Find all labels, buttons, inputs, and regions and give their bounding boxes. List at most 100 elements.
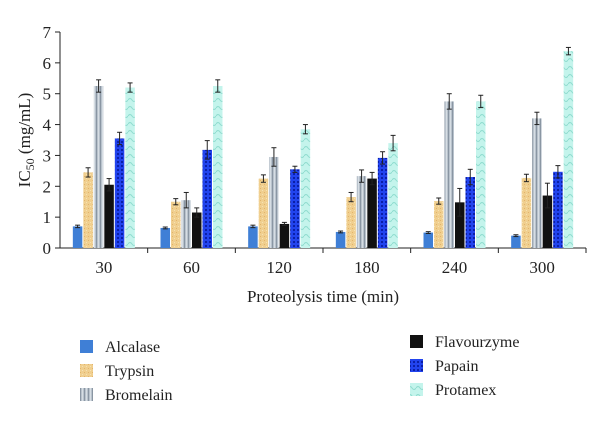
error-bar (250, 224, 256, 229)
bar-trypsin-180 (346, 197, 356, 248)
error-bar (204, 140, 210, 160)
legend-label: Flavourzyme (435, 334, 519, 351)
error-bar (338, 230, 344, 234)
legend-label: Alcalase (105, 339, 160, 356)
error-bar (348, 191, 354, 203)
error-bar (292, 165, 298, 173)
legend: Alcalase Trypsin Bromelain Flavourzyme Papai… (80, 334, 519, 404)
error-bar (457, 187, 463, 217)
error-bar (162, 226, 168, 230)
x-tick-label: 180 (354, 258, 380, 277)
error-bar (425, 231, 431, 234)
error-bar (260, 174, 266, 183)
error-bar (302, 124, 308, 135)
x-tick-label: 300 (529, 258, 555, 277)
error-bar (380, 151, 386, 165)
y-tick-label: 5 (43, 85, 52, 104)
bar-alcalase-240 (423, 232, 433, 248)
bar-alcalase-60 (160, 227, 170, 248)
error-bar (183, 191, 189, 209)
y-axis-title-main: IC (15, 170, 34, 187)
bar-bromelain-120 (269, 156, 279, 248)
error-bar (173, 198, 179, 206)
bar-papain-240 (465, 177, 475, 248)
legend-item-alcalase: Alcalase (80, 339, 160, 356)
bar-protamex-240 (476, 101, 486, 248)
y-tick-label: 6 (43, 54, 52, 73)
bar-flavourzyme-60 (192, 212, 202, 248)
bar-bromelain-240 (444, 101, 454, 248)
x-tick-label: 60 (183, 258, 200, 277)
error-bar (127, 82, 133, 93)
y-axis-title-unit: (mg/mL) (15, 93, 34, 159)
bar-papain-30 (114, 138, 125, 248)
bar-flavourzyme-300 (542, 195, 553, 248)
bar-bromelain-60 (181, 200, 191, 248)
bar-protamex-300 (563, 51, 574, 249)
error-bar (106, 178, 112, 192)
error-bar (555, 165, 561, 179)
bar-papain-60 (202, 149, 212, 248)
bar-protamex-120 (300, 129, 311, 248)
legend-swatch (410, 383, 423, 396)
bar-bromelain-300 (532, 118, 542, 249)
legend-item-trypsin: Trypsin (80, 363, 154, 380)
bar-trypsin-30 (83, 172, 93, 248)
error-bar (523, 173, 529, 183)
error-bar (85, 167, 91, 178)
legend-swatch (410, 335, 423, 348)
y-tick-label: 1 (43, 208, 52, 227)
bar-trypsin-120 (258, 178, 269, 248)
bar-papain-300 (553, 171, 563, 248)
y-tick-label: 4 (43, 116, 52, 135)
legend-swatch (80, 364, 93, 377)
legend-item-flavourzyme: Flavourzyme (410, 334, 519, 351)
bar-bromelain-180 (356, 176, 367, 248)
y-tick-label: 0 (43, 239, 52, 258)
bar-flavourzyme-120 (279, 223, 290, 248)
x-axis-title: Proteolysis time (min) (247, 287, 399, 306)
legend-swatch (80, 388, 93, 401)
bar-flavourzyme-180 (367, 178, 377, 248)
legend-item-bromelain: Bromelain (80, 387, 173, 404)
bar-bromelain-30 (93, 86, 104, 248)
y-axis-title-subscript: 50 (23, 158, 37, 170)
error-bar (281, 221, 287, 226)
legend-item-protamex: Protamex (410, 382, 496, 399)
bar-trypsin-60 (171, 201, 181, 248)
error-bar (513, 234, 519, 238)
error-bar (446, 93, 452, 110)
legend-label: Trypsin (105, 363, 154, 380)
y-tick-label: 3 (43, 146, 52, 165)
y-axis-title: IC50 (mg/mL) (15, 93, 37, 188)
legend-label: Papain (435, 358, 479, 375)
error-bar (436, 197, 442, 205)
y-tick-label: 7 (43, 23, 52, 42)
x-tick-label: 240 (442, 258, 468, 277)
error-bar (369, 171, 375, 186)
bar-alcalase-300 (511, 235, 521, 248)
x-tick-label: 30 (95, 258, 112, 277)
error-bar (215, 79, 221, 93)
plot-area: 0 1 2 3 4 5 6 7 30 60 120 180 240 300 (43, 23, 587, 277)
legend-label: Bromelain (105, 387, 173, 404)
error-bar (390, 134, 396, 152)
bar-protamex-60 (213, 86, 223, 248)
y-ticks: 0 1 2 3 4 5 6 7 (43, 23, 60, 258)
error-bar (359, 169, 365, 183)
error-bar (544, 182, 550, 209)
legend-swatch (410, 359, 423, 372)
bar-alcalase-30 (72, 226, 83, 248)
error-bar (96, 79, 102, 93)
error-bar (534, 111, 540, 126)
bar-flavourzyme-240 (455, 202, 465, 248)
error-bar (467, 168, 473, 186)
bar-trypsin-300 (521, 177, 532, 248)
bar-alcalase-180 (335, 231, 346, 248)
legend-item-papain: Papain (410, 358, 479, 375)
bar-alcalase-120 (248, 226, 258, 248)
bar-flavourzyme-30 (104, 184, 114, 248)
x-ticks: 30 60 120 180 240 300 (95, 248, 587, 277)
error-bar (271, 147, 277, 167)
